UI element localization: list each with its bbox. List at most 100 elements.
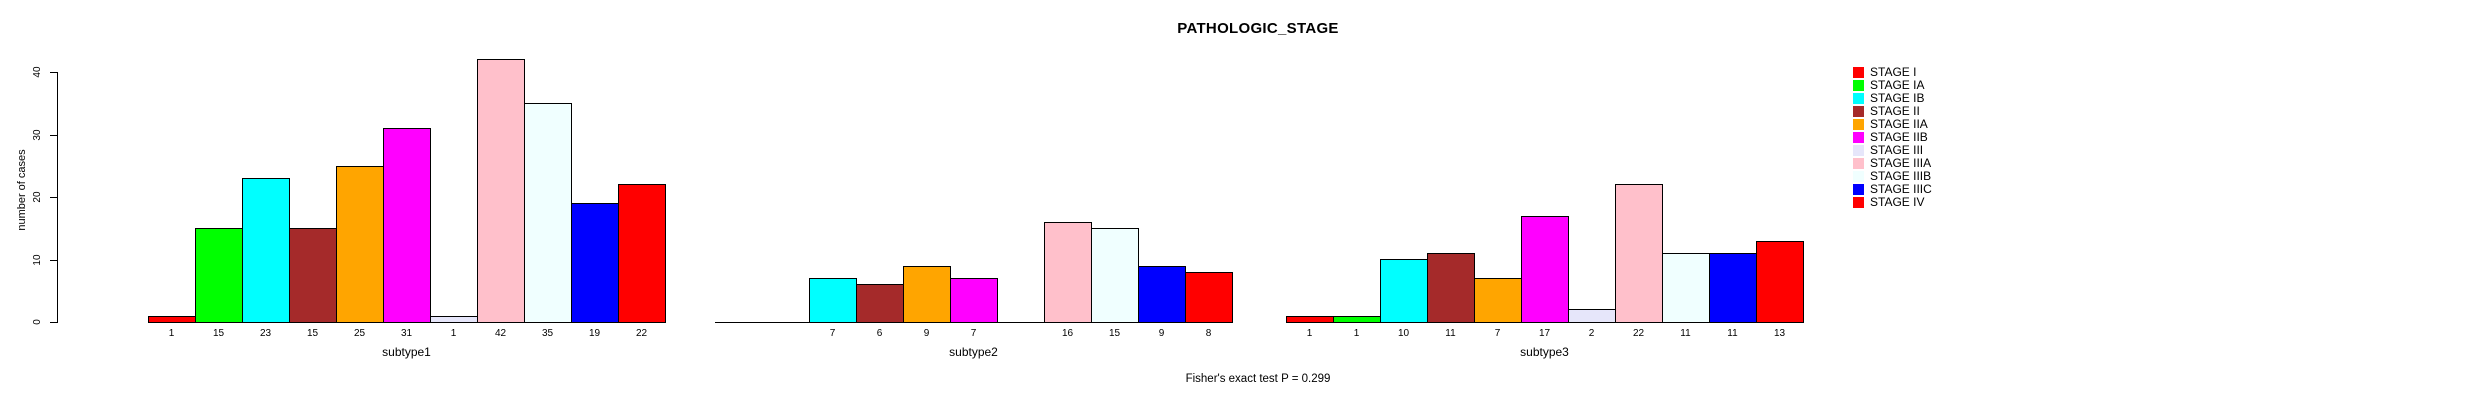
bar	[1185, 272, 1233, 323]
legend-swatch	[1853, 197, 1864, 208]
y-axis-tick	[50, 197, 57, 198]
bar	[856, 284, 904, 323]
y-axis-tick-label: 0	[31, 319, 43, 325]
bar	[1568, 309, 1616, 323]
legend-item-label: STAGE III	[1870, 143, 1924, 157]
bar-value-label: 11	[1445, 328, 1456, 339]
bar-value-label: 1	[168, 328, 175, 339]
legend-item: STAGE IIIC	[1853, 183, 1932, 196]
bar-value-label: 7	[829, 328, 836, 339]
legend-item: STAGE IA	[1853, 79, 1932, 92]
bar	[1709, 253, 1757, 323]
legend-swatch	[1853, 67, 1864, 78]
bar-value-label: 7	[1494, 328, 1501, 339]
bar-value-label: 1	[1306, 328, 1313, 339]
bar	[903, 266, 951, 323]
bar	[1333, 316, 1381, 323]
bar	[950, 278, 998, 323]
bar-value-label: 19	[588, 328, 601, 339]
bar	[195, 228, 243, 323]
y-axis-tick	[50, 322, 57, 323]
bar-value-label: 11	[1727, 328, 1738, 339]
legend-item: STAGE IV	[1853, 196, 1932, 209]
bar	[289, 228, 337, 323]
bar	[383, 128, 431, 323]
stat-annotation: Fisher's exact test P = 0.299	[1185, 373, 1331, 385]
bar	[1138, 266, 1186, 323]
y-axis-line	[57, 72, 58, 323]
bar-value-label: 2	[1588, 328, 1595, 339]
bar	[618, 184, 666, 323]
bar-value-label: 25	[353, 328, 366, 339]
bar-value-label: 9	[923, 328, 930, 339]
bar-value-label: 9	[1158, 328, 1165, 339]
group-label: subtype3	[1520, 345, 1569, 359]
bar	[1662, 253, 1710, 323]
legend-swatch	[1853, 158, 1864, 169]
legend-swatch	[1853, 132, 1864, 143]
bar	[1380, 259, 1428, 323]
legend-item: STAGE II	[1853, 105, 1932, 118]
bar-value-label: 22	[1632, 328, 1645, 339]
legend-item-label: STAGE IIB	[1870, 130, 1928, 144]
bar-value-label: 22	[635, 328, 648, 339]
bar-value-label: 7	[970, 328, 977, 339]
legend-item-label: STAGE I	[1870, 65, 1917, 79]
legend-item: STAGE IIIB	[1853, 170, 1932, 183]
bar	[1091, 228, 1139, 323]
y-axis-tick	[50, 135, 57, 136]
bar-value-label: 15	[212, 328, 225, 339]
legend-item-label: STAGE IIIC	[1870, 182, 1932, 196]
bar	[809, 278, 857, 323]
y-axis-tick	[50, 72, 57, 73]
legend-item: STAGE I	[1853, 66, 1932, 79]
legend-item-label: STAGE IB	[1870, 91, 1925, 105]
legend-swatch	[1853, 184, 1864, 195]
bar	[477, 59, 525, 323]
bar	[1474, 278, 1522, 323]
bar-value-label: 11	[1680, 328, 1691, 339]
legend-swatch	[1853, 80, 1864, 91]
legend: STAGE I STAGE IA STAGE IB STAGE II STAGE IIA…	[1853, 66, 1932, 209]
y-axis-label: number of cases	[16, 149, 28, 231]
group-label: subtype2	[949, 345, 998, 359]
bar-value-label: 13	[1773, 328, 1786, 339]
legend-item-label: STAGE IIIB	[1870, 169, 1932, 183]
bar-value-label: 1	[450, 328, 457, 339]
bar-value-label: 23	[259, 328, 272, 339]
bar-value-label: 6	[876, 328, 883, 339]
bar	[1615, 184, 1663, 323]
bar-value-label: 10	[1397, 328, 1410, 339]
bar-value-label: 1	[1353, 328, 1360, 339]
bar-value-label: 15	[1108, 328, 1121, 339]
bar-value-label: 35	[541, 328, 554, 339]
bar	[1521, 216, 1569, 323]
bar-value-label: 16	[1061, 328, 1074, 339]
bar-value-label: 15	[306, 328, 319, 339]
bar-value-label: 17	[1538, 328, 1551, 339]
legend-swatch	[1853, 145, 1864, 156]
y-axis-tick-label: 30	[31, 129, 43, 141]
legend-item-label: STAGE IIIA	[1870, 156, 1932, 170]
bar-value-label: 42	[494, 328, 507, 339]
y-axis-tick	[50, 260, 57, 261]
bar	[1286, 316, 1334, 323]
legend-item-label: STAGE IIA	[1870, 117, 1928, 131]
legend-item: STAGE III	[1853, 144, 1932, 157]
legend-item-label: STAGE II	[1870, 104, 1920, 118]
legend-swatch	[1853, 119, 1864, 130]
legend-item: STAGE IB	[1853, 92, 1932, 105]
bar	[1756, 241, 1804, 323]
bar	[148, 316, 196, 323]
bar	[336, 166, 384, 323]
y-axis-tick-label: 20	[31, 191, 43, 203]
legend-item-label: STAGE IV	[1870, 195, 1925, 209]
y-axis-tick-label: 40	[31, 66, 43, 78]
bar	[1044, 222, 1092, 323]
legend-swatch	[1853, 93, 1864, 104]
bar	[242, 178, 290, 323]
legend-item-label: STAGE IA	[1870, 78, 1925, 92]
bar-value-label: 8	[1205, 328, 1212, 339]
legend-item: STAGE IIIA	[1853, 157, 1932, 170]
